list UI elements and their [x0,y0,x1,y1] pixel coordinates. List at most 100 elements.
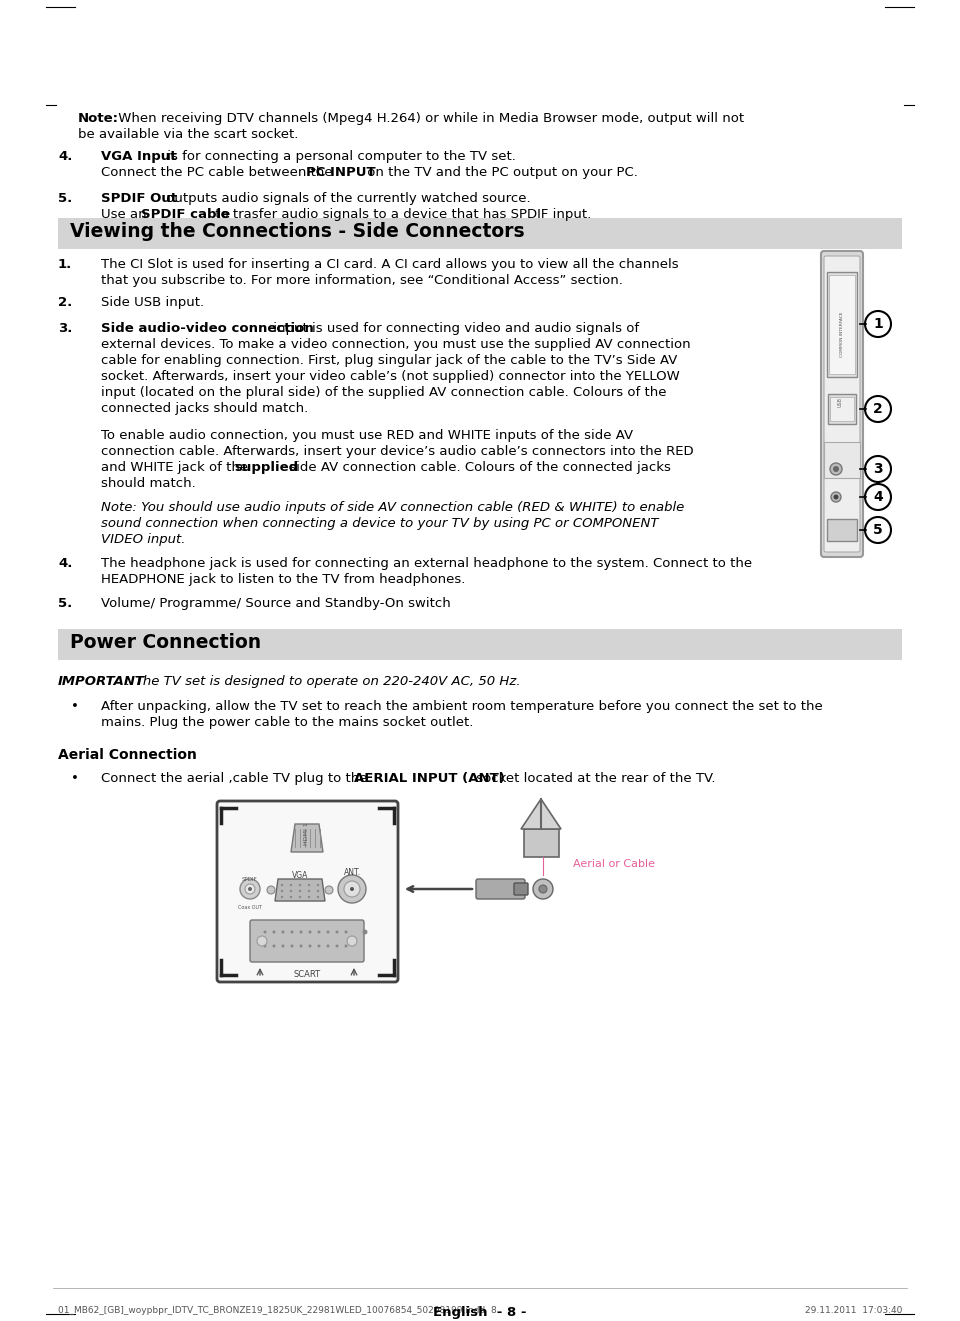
FancyBboxPatch shape [58,218,902,248]
Text: HDMI 1: HDMI 1 [304,822,309,844]
Circle shape [299,884,301,886]
Circle shape [299,890,301,892]
Bar [829,275,855,374]
Text: Side USB input.: Side USB input. [101,296,204,309]
Text: and WHITE jack of the: and WHITE jack of the [101,461,252,474]
Text: external devices. To make a video connection, you must use the supplied AV conne: external devices. To make a video connec… [101,338,690,351]
Text: VGA: VGA [292,871,308,880]
Circle shape [290,896,292,898]
Text: outputs audio signals of the currently watched source.: outputs audio signals of the currently w… [162,192,531,205]
Text: socket. Afterwards, insert your video cable’s (not supplied) connector into the : socket. Afterwards, insert your video ca… [101,370,680,383]
Text: 4.: 4. [58,557,72,569]
Text: Side audio-video connection: Side audio-video connection [101,322,314,336]
Circle shape [280,896,283,898]
Text: 01_MB62_[GB]_woypbpr_IDTV_TC_BRONZE19_1825UK_22981WLED_10076854_50208199.indd  8: 01_MB62_[GB]_woypbpr_IDTV_TC_BRONZE19_18… [58,1306,496,1314]
Text: AERIAL INPUT (ANT): AERIAL INPUT (ANT) [354,771,505,785]
Bar [827,272,857,376]
Text: 1.: 1. [58,258,72,271]
Circle shape [308,884,310,886]
Text: 4: 4 [874,490,883,505]
Circle shape [335,930,339,934]
Circle shape [344,881,360,897]
Polygon shape [291,824,323,852]
Circle shape [257,937,267,946]
FancyBboxPatch shape [514,882,528,896]
Text: To enable audio connection, you must use RED and WHITE inputs of the side AV: To enable audio connection, you must use… [101,429,634,443]
Text: Note:: Note: [78,112,119,125]
Circle shape [865,517,891,543]
Circle shape [865,396,891,421]
FancyBboxPatch shape [824,256,860,552]
Circle shape [325,886,333,894]
Text: IMPORTANT: IMPORTANT [58,675,145,688]
Circle shape [280,890,283,892]
FancyBboxPatch shape [250,919,364,962]
Text: When receiving DTV channels (Mpeg4 H.264) or while in Media Browser mode, output: When receiving DTV channels (Mpeg4 H.264… [114,112,744,125]
Text: The headphone jack is used for connecting an external headphone to the system. C: The headphone jack is used for connectin… [101,557,752,569]
Text: VIDEO input.: VIDEO input. [101,532,185,546]
Text: Volume/ Programme/ Source and Standby-On switch: Volume/ Programme/ Source and Standby-On… [101,597,451,610]
FancyBboxPatch shape [217,801,398,982]
Text: SPDIF: SPDIF [242,877,258,882]
Circle shape [263,930,267,934]
Circle shape [308,945,311,947]
Circle shape [291,930,294,934]
Text: 5: 5 [874,523,883,538]
Circle shape [345,930,348,934]
Text: input is used for connecting video and audio signals of: input is used for connecting video and a… [269,322,639,336]
Circle shape [308,896,310,898]
Circle shape [248,886,252,890]
Bar [828,394,856,424]
Text: 5.: 5. [58,597,72,610]
Circle shape [347,937,357,946]
Text: sound connection when connecting a device to your TV by using PC or COMPONENT: sound connection when connecting a devic… [101,517,659,530]
Text: 4.: 4. [58,151,72,162]
Text: SPDIF Out: SPDIF Out [101,192,178,205]
Text: Power Connection: Power Connection [70,633,261,653]
Circle shape [240,878,260,900]
Text: input (located on the plural side) of the supplied AV connection cable. Colours : input (located on the plural side) of th… [101,386,666,399]
Text: 29.11.2011  17:03:40: 29.11.2011 17:03:40 [804,1306,902,1314]
Circle shape [290,884,292,886]
Bar [830,398,854,421]
Circle shape [299,896,301,898]
Circle shape [290,890,292,892]
Circle shape [273,930,276,934]
Circle shape [318,945,321,947]
Circle shape [281,930,284,934]
Text: •: • [71,771,79,785]
Circle shape [267,886,275,894]
Text: HEADPHONE jack to listen to the TV from headphones.: HEADPHONE jack to listen to the TV from … [101,573,466,587]
Circle shape [539,885,547,893]
Circle shape [308,930,311,934]
Circle shape [338,875,366,904]
Polygon shape [275,878,325,901]
Text: 1: 1 [874,317,883,332]
FancyBboxPatch shape [821,251,863,557]
Circle shape [273,945,276,947]
Text: 2.: 2. [58,296,72,309]
Text: mains. Plug the power cable to the mains socket outlet.: mains. Plug the power cable to the mains… [101,716,473,729]
Text: that you subscribe to. For more information, see “Conditional Access” section.: that you subscribe to. For more informat… [101,273,623,287]
Circle shape [335,945,339,947]
Bar [827,519,857,542]
Circle shape [326,930,329,934]
FancyBboxPatch shape [476,878,525,900]
Text: COMMON INTERFACE: COMMON INTERFACE [840,312,844,357]
Text: •: • [71,700,79,713]
Text: SPDIF cable: SPDIF cable [141,207,230,221]
Circle shape [308,890,310,892]
Circle shape [833,466,839,472]
Text: be available via the scart socket.: be available via the scart socket. [78,128,299,141]
Text: Coax OUT: Coax OUT [238,905,262,910]
Text: 3.: 3. [58,322,72,336]
Circle shape [280,884,283,886]
Polygon shape [521,799,561,830]
Circle shape [831,491,841,502]
Text: connected jacks should match.: connected jacks should match. [101,402,308,415]
Text: cable for enabling connection. First, plug singular jack of the cable to the TV’: cable for enabling connection. First, pl… [101,354,678,367]
Text: socket located at the rear of the TV.: socket located at the rear of the TV. [472,771,715,785]
Text: side AV connection cable. Colours of the connected jacks: side AV connection cable. Colours of the… [285,461,671,474]
Circle shape [363,930,368,934]
Circle shape [317,884,319,886]
